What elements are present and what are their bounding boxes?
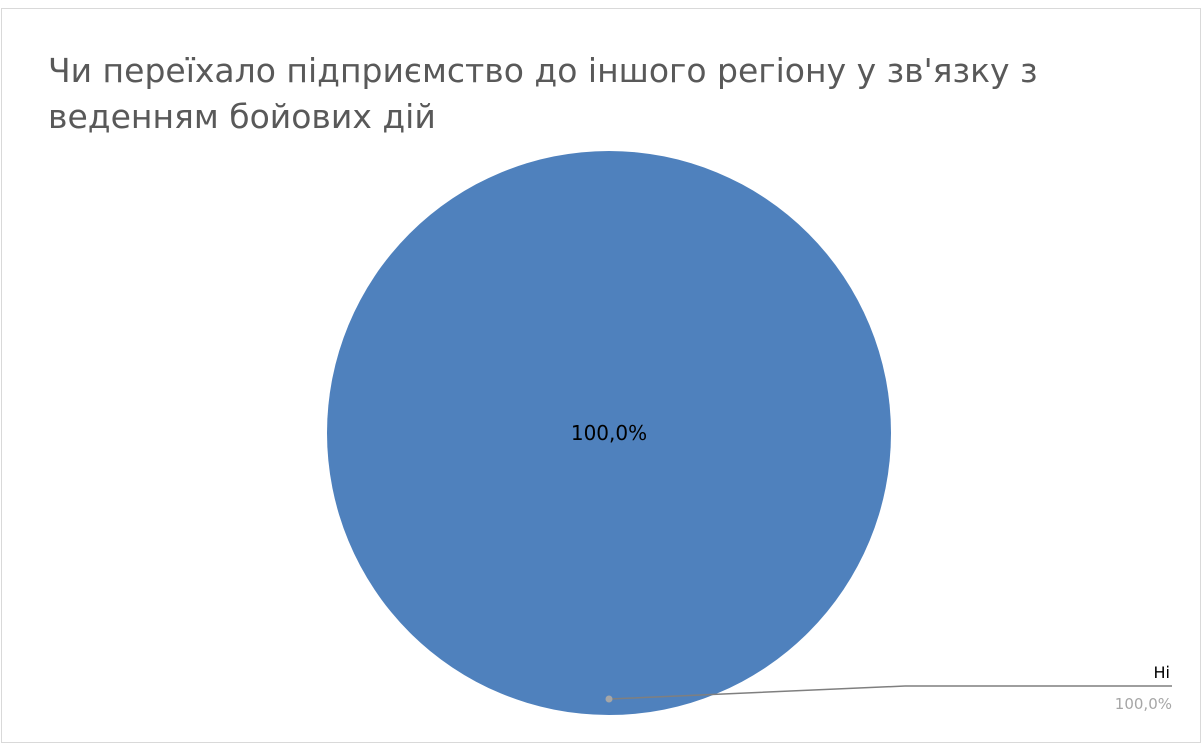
callout-leader-line [608, 685, 1172, 700]
pie-slice-Ні [327, 151, 891, 715]
data-label-inner: 100,0% [571, 421, 647, 445]
callout-leader-dot [605, 695, 613, 703]
callout-category-label: Ні [1154, 663, 1170, 682]
chart-title: Чи переїхало підприємство до іншого регі… [48, 51, 1038, 136]
callout-value-label: 100,0% [1115, 695, 1172, 713]
pie-slices [327, 151, 891, 715]
